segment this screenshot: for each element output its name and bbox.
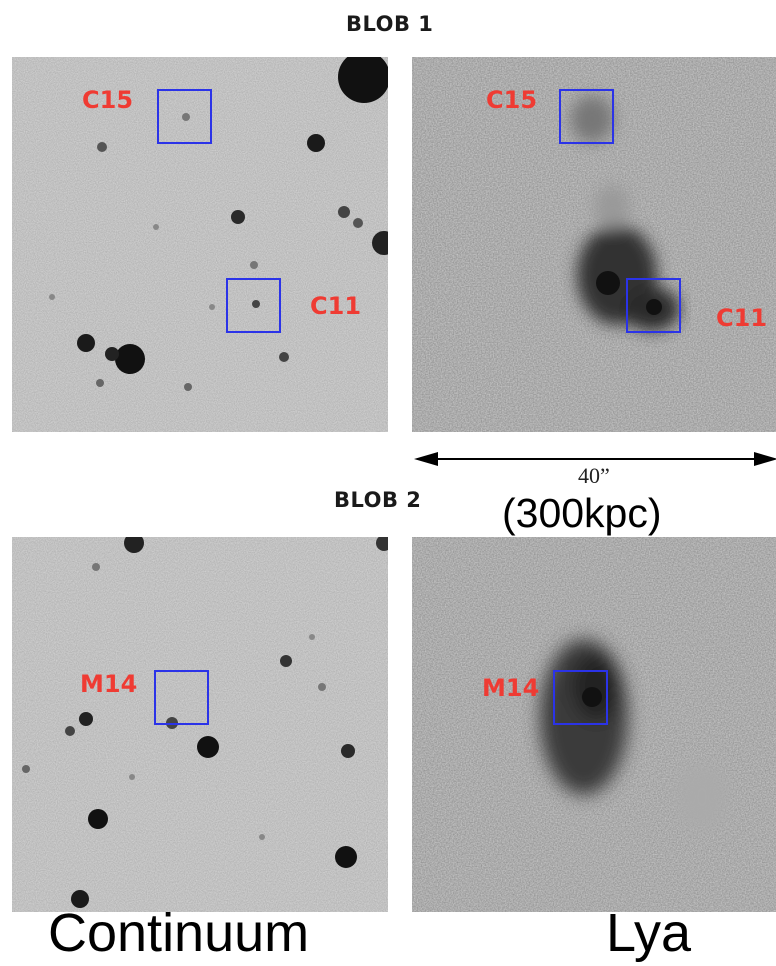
blob1-continuum-c15-label: C15 bbox=[82, 86, 134, 114]
blob1-continuum-panel bbox=[12, 57, 388, 432]
blob2-continuum-m14-box bbox=[154, 670, 209, 725]
blob2-heading: BLOB 2 bbox=[334, 488, 422, 512]
lya-column-label: Lya bbox=[606, 903, 692, 963]
blob2-continuum-m14-label: M14 bbox=[80, 670, 138, 698]
blob1-lya-c11-box bbox=[626, 278, 681, 333]
blob2-lya-m14-label: M14 bbox=[482, 674, 540, 702]
scale-bar-angular: 40” bbox=[578, 463, 610, 488]
scale-bar-arrow bbox=[414, 452, 776, 466]
blob1-lya-c11-label: C11 bbox=[716, 304, 768, 332]
blob1-heading: BLOB 1 bbox=[346, 12, 434, 36]
blob1-lya-panel bbox=[412, 57, 776, 432]
blob2-continuum-panel bbox=[12, 537, 388, 912]
blob2-lya-m14-box bbox=[553, 670, 608, 725]
blob1-lya-image bbox=[412, 57, 776, 432]
blob1-continuum-c11-label: C11 bbox=[310, 292, 362, 320]
blob2-lya-panel bbox=[412, 537, 776, 912]
blob1-lya-c15-label: C15 bbox=[486, 86, 538, 114]
continuum-column-label: Continuum bbox=[48, 903, 310, 963]
blob1-continuum-image bbox=[12, 57, 388, 432]
scale-bar-physical: (300kpc) bbox=[502, 490, 662, 536]
blob1-lya-c15-box bbox=[559, 89, 614, 144]
blob1-continuum-c15-box bbox=[157, 89, 212, 144]
blob1-continuum-c11-box bbox=[226, 278, 281, 333]
